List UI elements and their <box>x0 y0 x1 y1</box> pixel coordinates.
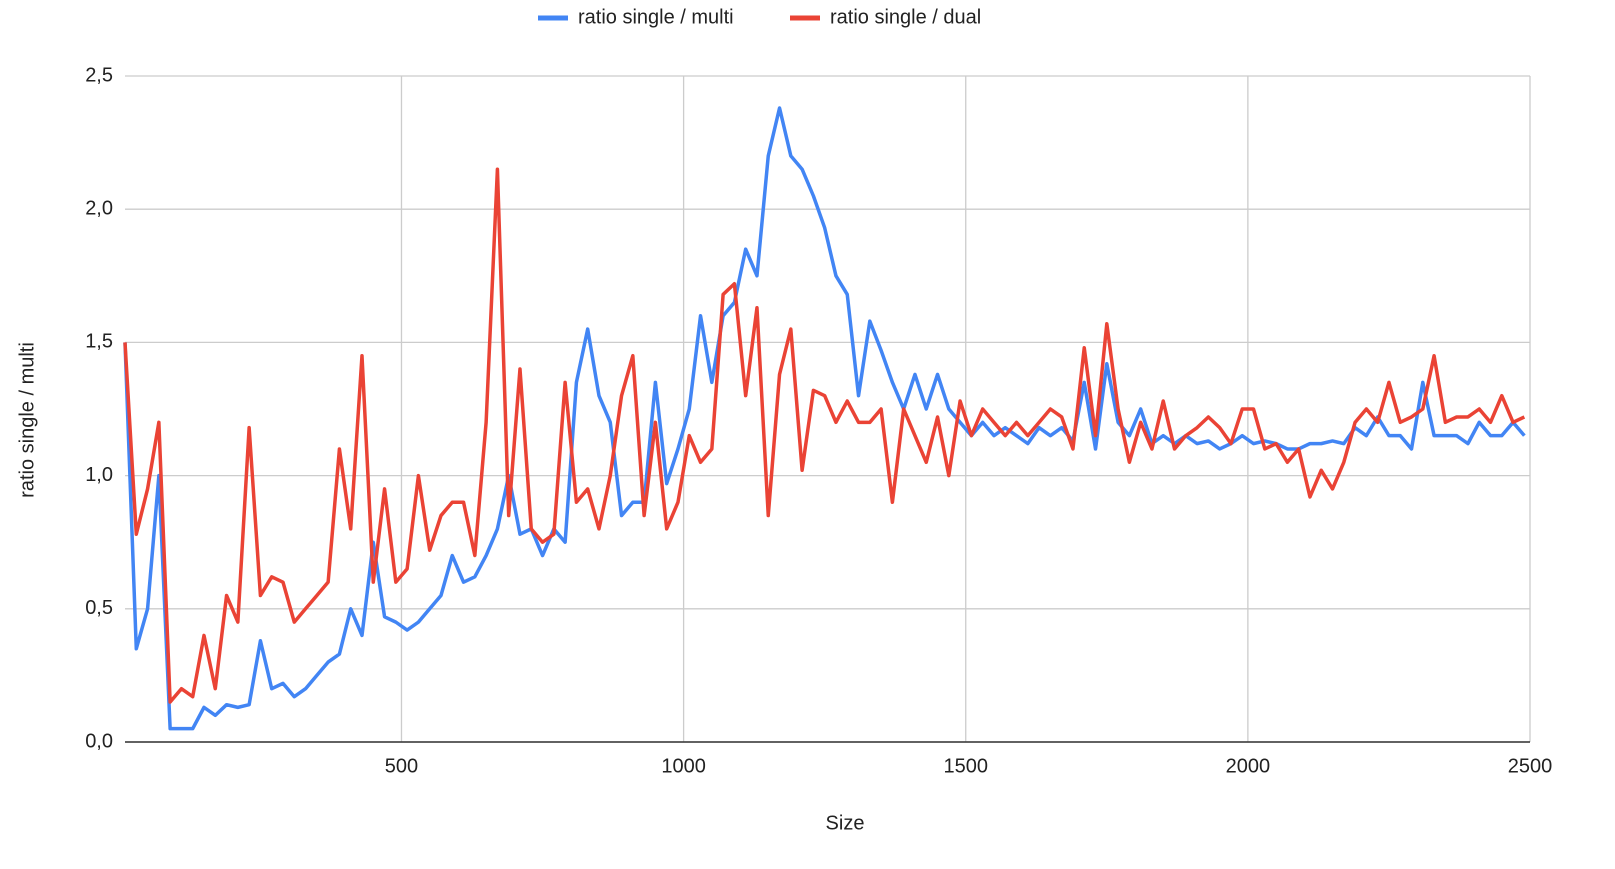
x-tick-label: 2000 <box>1226 755 1271 777</box>
legend-label: ratio single / dual <box>830 6 981 28</box>
y-tick-label: 1,0 <box>85 464 113 486</box>
x-tick-label: 1500 <box>943 755 988 777</box>
data-line <box>123 167 1526 704</box>
y-tick-label: 0,5 <box>85 597 113 619</box>
data-line <box>123 106 1526 731</box>
x-tick-label: 1000 <box>661 755 706 777</box>
legend-label: ratio single / multi <box>578 6 734 28</box>
y-tick-label: 2,5 <box>85 64 113 86</box>
y-axis-title: ratio single / multi <box>16 342 38 498</box>
y-tick-label: 2,0 <box>85 197 113 219</box>
x-axis-title: Size <box>826 812 865 834</box>
y-tick-label: 0,0 <box>85 730 113 752</box>
x-tick-label: 500 <box>385 755 418 777</box>
y-tick-label: 1,5 <box>85 331 113 353</box>
x-tick-label: 2500 <box>1508 755 1553 777</box>
